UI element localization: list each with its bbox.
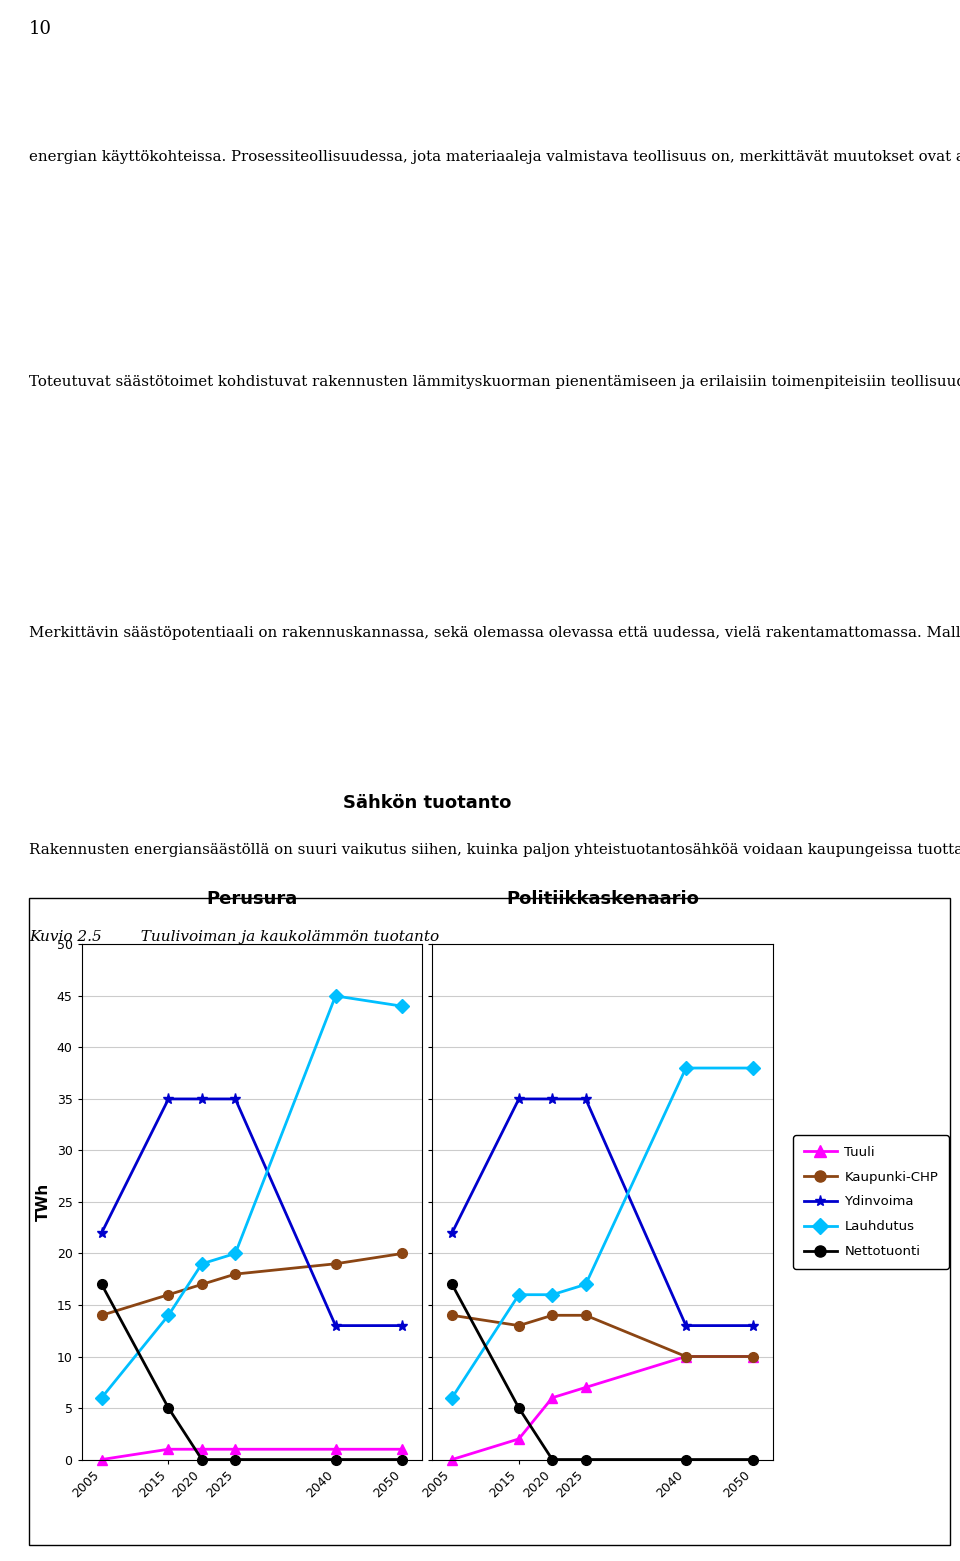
Text: Kuvio 2.5        Tuulivoiman ja kaukolämmön tuotanto: Kuvio 2.5 Tuulivoiman ja kaukolämmön tuo… (29, 930, 439, 943)
Text: Merkittävin säästöpotentiaali on rakennuskannassa, sekä olemassa olevassa että u: Merkittävin säästöpotentiaali on rakennu… (29, 626, 960, 640)
Text: 10: 10 (29, 20, 52, 37)
Text: Toteutuvat säästötoimet kohdistuvat rakennusten lämmityskuorman pienentämiseen j: Toteutuvat säästötoimet kohdistuvat rake… (29, 375, 960, 389)
Y-axis label: TWh: TWh (36, 1183, 51, 1221)
Text: Perusura: Perusura (206, 890, 298, 909)
Legend: Tuuli, Kaupunki-CHP, Ydinvoima, Lauhdutus, Nettotuonti: Tuuli, Kaupunki-CHP, Ydinvoima, Lauhdutu… (793, 1135, 948, 1269)
Text: Politiikkaskenaario: Politiikkaskenaario (506, 890, 699, 909)
Text: Rakennusten energiansäästöllä on suuri vaikutus siihen, kuinka paljon yhteistuot: Rakennusten energiansäästöllä on suuri v… (29, 843, 960, 857)
Text: energian käyttökohteissa. Prosessiteollisuudessa, jota materiaaleja valmistava t: energian käyttökohteissa. Prosessiteolli… (29, 150, 960, 164)
Text: Sähkön tuotanto: Sähkön tuotanto (343, 793, 512, 812)
